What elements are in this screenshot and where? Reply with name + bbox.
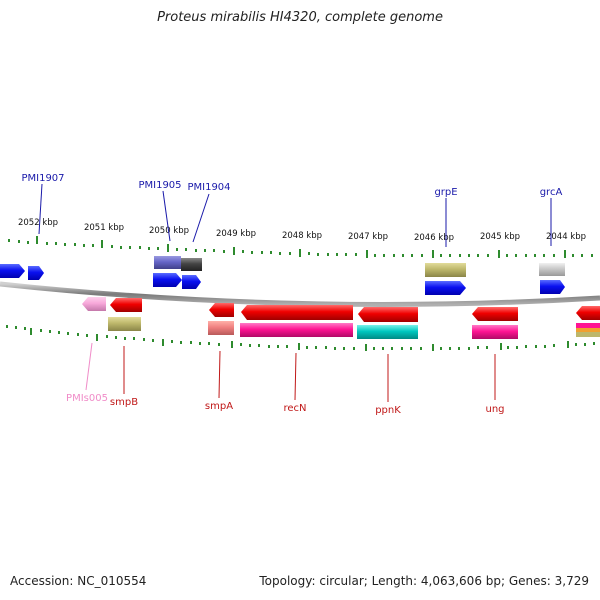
forward-strand-rna [154, 256, 565, 277]
gene-label-pmis005[interactable]: PMIs005 [66, 393, 108, 404]
rna-feature[interactable] [154, 256, 181, 269]
gene-label-pmi1905[interactable]: PMI1905 [138, 180, 181, 191]
gene-feature[interactable] [576, 306, 600, 320]
scale-label: 2051 kbp [84, 223, 124, 233]
gene-label-ung[interactable]: ung [485, 404, 504, 415]
map-title: Proteus mirabilis HI4320, complete genom… [157, 10, 443, 25]
rna-feature[interactable] [208, 321, 234, 335]
scale-label: 2049 kbp [216, 229, 256, 239]
outer-tick-ring [8, 236, 593, 258]
gene-label-ppnk[interactable]: ppnK [375, 405, 401, 416]
bottom-gene-labels: PMIs005 smpB smpA recN ppnK ung [66, 393, 504, 416]
scale-label: 2044 kbp [546, 232, 586, 242]
gene-label-grpe[interactable]: grpE [434, 187, 457, 198]
gene-feature[interactable] [0, 264, 25, 278]
gene-feature[interactable] [358, 307, 418, 322]
scale-label: 2052 kbp [18, 218, 58, 228]
inner-tick-ring [6, 325, 595, 351]
scale-label: 2048 kbp [282, 231, 322, 241]
rna-feature[interactable] [108, 317, 141, 331]
gene-label-pmi1907[interactable]: PMI1907 [21, 173, 64, 184]
gene-label-smpa[interactable]: smpA [205, 401, 233, 412]
rna-feature[interactable] [472, 325, 518, 339]
rna-feature[interactable] [539, 263, 565, 276]
gene-label-recn[interactable]: recN [283, 403, 306, 414]
rna-feature[interactable] [576, 332, 600, 337]
top-label-leaders [38, 183, 552, 247]
scale-labels: 2052 kbp 2051 kbp 2050 kbp 2049 kbp 2048… [18, 218, 586, 243]
summary-text: Topology: circular; Length: 4,063,606 bp… [259, 574, 589, 588]
scale-label: 2046 kbp [414, 233, 454, 243]
gene-feature[interactable] [425, 281, 466, 295]
gene-feature[interactable] [540, 280, 565, 294]
scale-label: 2045 kbp [480, 232, 520, 242]
rna-feature[interactable] [181, 258, 202, 271]
gene-label-grca[interactable]: grcA [540, 187, 563, 198]
rna-feature[interactable] [240, 323, 353, 337]
gene-feature[interactable] [153, 273, 182, 287]
gene-feature[interactable] [209, 303, 234, 317]
top-gene-labels: PMI1907 PMI1905 PMI1904 grpE grcA [21, 173, 562, 198]
reverse-strand-genes [110, 298, 600, 322]
accession-text: Accession: NC_010554 [10, 574, 147, 588]
bottom-label-leaders [85, 342, 496, 402]
gene-feature[interactable] [472, 307, 518, 321]
pseudogene-feature[interactable] [82, 297, 106, 311]
gene-label-smpb[interactable]: smpB [110, 397, 138, 408]
gene-feature[interactable] [110, 298, 142, 312]
rna-feature[interactable] [576, 323, 600, 328]
scale-label: 2047 kbp [348, 232, 388, 242]
gene-label-pmi1904[interactable]: PMI1904 [187, 182, 230, 193]
genome-backbone [0, 281, 600, 307]
forward-strand-genes [0, 264, 565, 295]
reverse-strand-rna [82, 297, 600, 339]
rna-feature[interactable] [576, 328, 600, 332]
gene-feature[interactable] [241, 305, 353, 320]
rna-feature[interactable] [357, 325, 418, 339]
gene-feature[interactable] [182, 275, 201, 289]
gene-feature[interactable] [28, 266, 44, 280]
rna-feature[interactable] [425, 263, 466, 277]
